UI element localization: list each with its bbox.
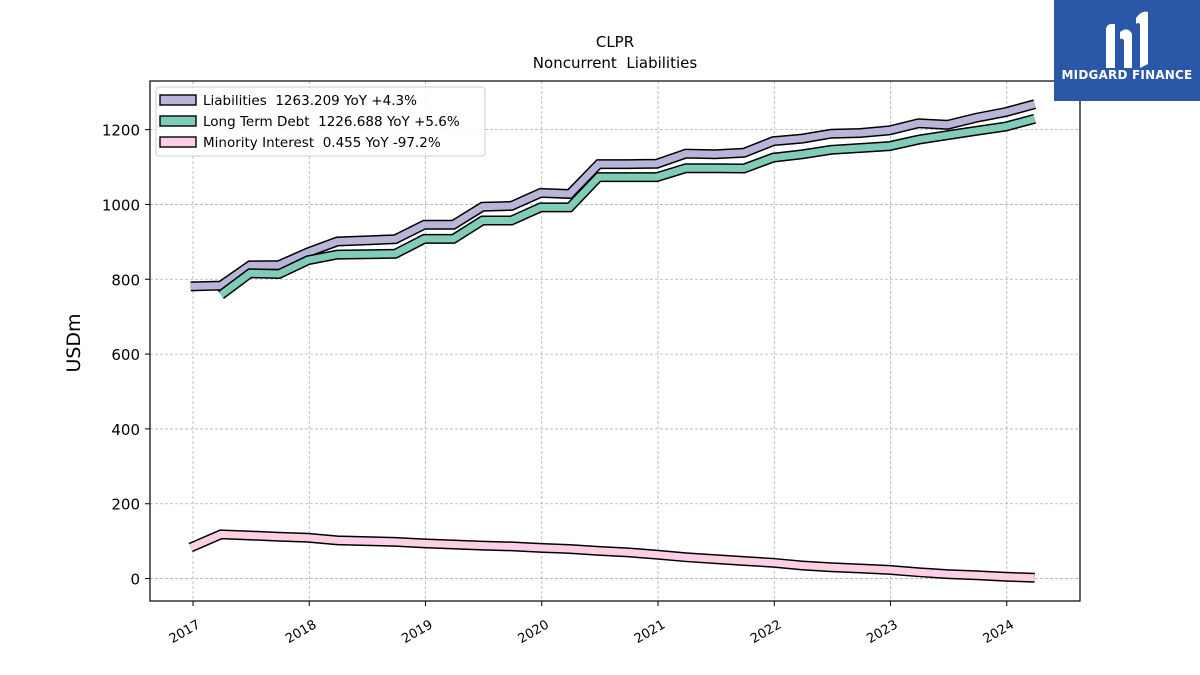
x-tick-label: 2018 xyxy=(283,617,319,647)
x-tick-label: 2019 xyxy=(399,617,435,647)
y-tick-label: 1200 xyxy=(102,122,140,140)
grid xyxy=(150,81,1080,601)
legend-swatch xyxy=(159,115,197,127)
chart-subtitle: Noncurrent Liabilities xyxy=(533,54,698,72)
y-tick-label: 1000 xyxy=(102,196,140,214)
plot-frame xyxy=(149,80,1081,602)
series-layer xyxy=(188,99,1037,583)
midgard-logo-icon xyxy=(1106,11,1148,68)
y-tick-label: 600 xyxy=(111,346,140,364)
y-tick-label: 400 xyxy=(111,421,140,439)
x-tick-label: 2024 xyxy=(981,617,1017,647)
series-line-0 xyxy=(190,100,1036,290)
legend-label: Long Term Debt 1226.688 YoY +5.6% xyxy=(203,114,460,130)
series-line-1 xyxy=(218,115,1036,298)
legend-swatch xyxy=(159,136,197,148)
x-tick-label: 2021 xyxy=(632,617,668,647)
brand-logo: MIDGARD FINANCE xyxy=(1054,0,1200,101)
y-tick-label: 800 xyxy=(111,271,140,289)
series-line-2 xyxy=(189,530,1035,582)
y-tick-label: 200 xyxy=(111,496,140,514)
x-tick-label: 2023 xyxy=(864,617,900,647)
legend-swatch xyxy=(159,94,197,106)
legend-label: Minority Interest 0.455 YoY -97.2% xyxy=(203,135,441,151)
y-tick-label: 0 xyxy=(130,571,140,589)
brand-name: MIDGARD FINANCE xyxy=(1061,68,1193,82)
legend-box xyxy=(155,86,486,157)
legend: Liabilities 1263.209 YoY +4.3% Long Term … xyxy=(155,86,486,157)
chart-title: CLPR xyxy=(596,33,634,51)
y-axis-label: USDm xyxy=(63,313,85,372)
x-tick-label: 2017 xyxy=(167,617,203,647)
x-tick-label: 2020 xyxy=(516,617,552,647)
legend-label: Liabilities 1263.209 YoY +4.3% xyxy=(203,93,417,109)
x-tick-label: 2022 xyxy=(748,617,784,647)
